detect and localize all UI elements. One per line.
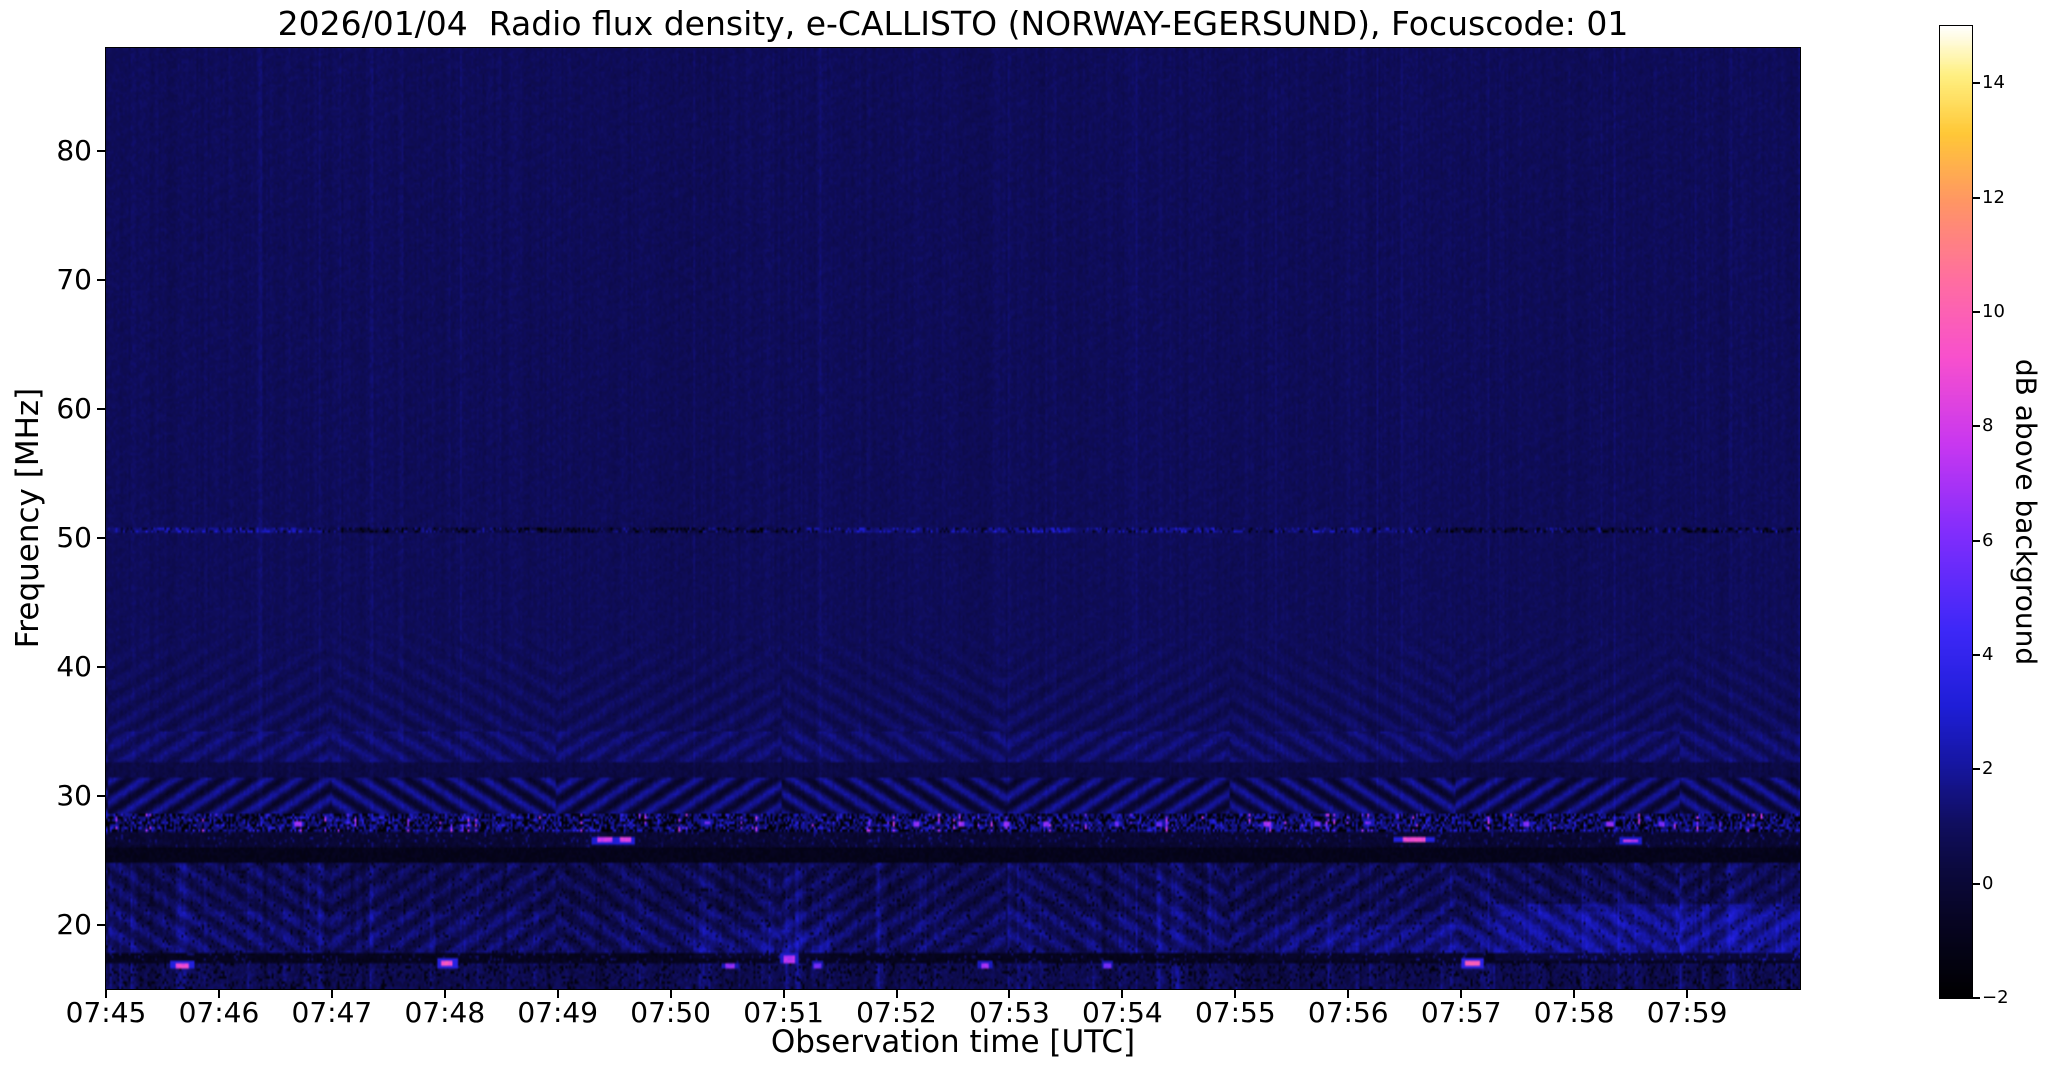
tick-mark — [1973, 539, 1980, 542]
x-tick-label: 07:57 — [1420, 996, 1502, 1029]
tick-mark — [1973, 310, 1980, 313]
x-tick-label: 07:55 — [1194, 996, 1276, 1029]
tick-mark — [1973, 768, 1980, 771]
tick-mark — [217, 990, 220, 998]
tick-mark — [1973, 653, 1980, 656]
x-tick-label: 07:52 — [856, 996, 937, 1029]
colorbar-canvas — [1939, 25, 1973, 999]
tick-mark — [97, 150, 105, 153]
colorbar-tick-label: −2 — [1982, 987, 2009, 1008]
colorbar-tick-label: 2 — [1982, 758, 1994, 780]
y-tick-label: 20 — [56, 907, 92, 941]
tick-mark — [895, 990, 898, 998]
x-tick-label: 07:58 — [1533, 996, 1615, 1029]
tick-mark — [97, 536, 105, 539]
tick-mark — [97, 794, 105, 797]
x-tick-label: 07:46 — [178, 996, 260, 1029]
colorbar-tick-label: 0 — [1982, 872, 1994, 894]
tick-mark — [1121, 990, 1124, 998]
y-tick-label: 70 — [56, 263, 92, 297]
x-tick-label: 07:47 — [291, 996, 373, 1029]
y-tick-label: 80 — [56, 134, 92, 168]
colorbar-tick-label: 10 — [1982, 300, 2005, 322]
y-axis-label: Frequency [MHz] — [10, 387, 46, 649]
tick-mark — [105, 990, 107, 998]
x-axis-label: Observation time [UTC] — [770, 1024, 1136, 1060]
chart-title: 2026/01/04 Radio flux density, e-CALLIST… — [277, 4, 1629, 43]
colorbar-tick-label: 12 — [1982, 186, 2005, 208]
tick-mark — [1973, 882, 1980, 885]
x-tick-label: 07:49 — [517, 996, 599, 1029]
tick-mark — [1973, 196, 1980, 199]
tick-mark — [97, 923, 105, 926]
colorbar-label: dB above background — [2009, 358, 2043, 666]
y-tick-label: 30 — [56, 778, 92, 812]
y-tick-label: 40 — [56, 649, 92, 683]
x-tick-label: 07:53 — [969, 996, 1050, 1029]
y-tick-label: 50 — [56, 520, 92, 554]
x-tick-label: 07:59 — [1646, 996, 1728, 1029]
tick-mark — [1234, 990, 1237, 998]
tick-mark — [330, 990, 333, 998]
y-tick-label: 60 — [56, 391, 92, 425]
x-tick-label: 07:51 — [743, 996, 824, 1029]
tick-mark — [1973, 82, 1980, 85]
colorbar-tick-label: 8 — [1982, 415, 1994, 437]
x-tick-label: 07:50 — [630, 996, 712, 1029]
tick-mark — [97, 279, 105, 282]
tick-mark — [1460, 990, 1463, 998]
tick-mark — [1973, 425, 1980, 428]
colorbar-tick-label: 4 — [1982, 643, 1994, 665]
tick-mark — [97, 407, 105, 410]
tick-mark — [1973, 997, 1980, 999]
colorbar-tick-label: 6 — [1982, 529, 1994, 551]
spectrogram-heatmap-canvas — [105, 47, 1801, 990]
tick-mark — [1686, 990, 1689, 998]
tick-mark — [782, 990, 785, 998]
tick-mark — [1573, 990, 1576, 998]
x-tick-label: 07:45 — [65, 996, 147, 1029]
x-tick-label: 07:56 — [1307, 996, 1389, 1029]
colorbar-tick-label: 14 — [1982, 72, 2005, 94]
x-tick-label: 07:54 — [1082, 996, 1163, 1029]
tick-mark — [1347, 990, 1350, 998]
x-tick-label: 07:48 — [404, 996, 486, 1029]
tick-mark — [1008, 990, 1011, 998]
tick-mark — [97, 665, 105, 668]
tick-mark — [669, 990, 672, 998]
tick-mark — [443, 990, 446, 998]
tick-mark — [556, 990, 559, 998]
